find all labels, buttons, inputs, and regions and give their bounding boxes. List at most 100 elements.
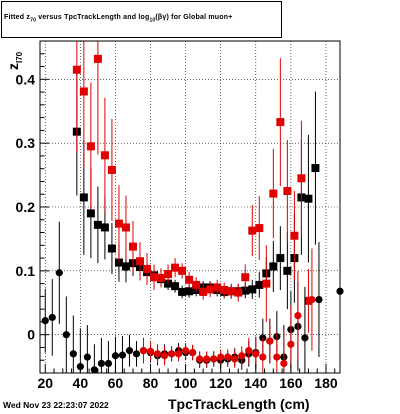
data-point-s2-12	[125, 347, 134, 355]
data-point-s0-26	[255, 280, 264, 289]
data-point-s3-7	[189, 348, 197, 357]
data-point-s1-24	[241, 273, 250, 282]
data-point-s3-9	[203, 355, 211, 363]
data-point-s0-2	[86, 209, 95, 218]
data-point-s2-9	[104, 359, 113, 368]
data-point-s3-0	[139, 347, 148, 355]
data-point-s1-3	[93, 54, 102, 63]
data-point-s3-20	[280, 359, 288, 368]
data-point-s0-5	[107, 244, 116, 253]
data-point-s1-25	[248, 226, 257, 235]
data-point-s3-17	[259, 353, 267, 361]
data-point-s2-13	[132, 350, 141, 358]
data-point-s3-4	[167, 350, 176, 358]
data-point-s1-26	[255, 224, 264, 233]
data-point-s1-2	[86, 142, 95, 151]
data-point-s3-15	[245, 347, 253, 355]
data-point-s2-0	[41, 317, 49, 325]
data-point-s3-3	[160, 352, 169, 360]
data-point-s3-21	[287, 340, 295, 348]
x-tick-label-5: 120	[209, 375, 233, 391]
data-point-s1-27	[262, 279, 271, 288]
data-point-s0-16	[185, 287, 194, 296]
data-point-s1-11	[150, 273, 159, 282]
data-point-s2-6	[83, 353, 91, 361]
data-point-s2-38	[315, 295, 323, 304]
data-point-s1-19	[206, 285, 215, 294]
data-point-s0-4	[100, 223, 109, 232]
data-point-s2-2	[55, 269, 63, 277]
data-point-s1-13	[164, 270, 173, 279]
data-point-s3-18	[266, 337, 274, 345]
data-point-s1-9	[136, 257, 144, 266]
data-point-s3-10	[210, 355, 218, 363]
data-point-s1-31	[290, 231, 299, 240]
data-point-s1-20	[213, 283, 222, 292]
data-point-s3-23	[308, 295, 316, 304]
data-point-s1-18	[199, 287, 208, 296]
data-point-s2-37	[301, 334, 309, 342]
data-point-s0-7	[121, 262, 130, 271]
data-point-s2-11	[118, 351, 127, 359]
data-point-s0-29	[276, 254, 285, 263]
y-tick-label-2: 0.2	[16, 199, 36, 215]
data-point-s1-17	[192, 280, 201, 289]
data-point-s0-24	[241, 286, 250, 295]
data-point-s3-22	[294, 311, 302, 320]
data-point-s1-1	[79, 87, 88, 96]
x-tick-label-2: 60	[108, 375, 124, 391]
data-point-s1-28	[269, 189, 278, 198]
data-point-s0-3	[93, 220, 102, 229]
data-point-s3-1	[146, 347, 155, 355]
data-point-s0-30	[283, 266, 292, 275]
data-point-s1-14	[171, 263, 180, 272]
data-point-s0-34	[311, 164, 320, 173]
data-point-s0-33	[304, 194, 313, 203]
chart-title: Fitted z70 versus TpcTrackLength and log…	[4, 14, 233, 24]
data-point-s3-6	[182, 347, 190, 355]
data-point-s2-10	[111, 352, 120, 360]
data-point-s0-28	[269, 262, 278, 271]
y-tick-label-3: 0.3	[16, 135, 36, 151]
data-point-s1-15	[178, 266, 187, 275]
data-point-s3-11	[217, 353, 225, 361]
data-point-s1-22	[227, 287, 236, 296]
data-point-s0-6	[114, 258, 123, 267]
data-point-s1-32	[297, 174, 306, 183]
data-point-s0-14	[171, 282, 180, 291]
data-point-s3-8	[196, 355, 204, 363]
data-point-s1-10	[143, 264, 152, 273]
data-point-s2-1	[48, 313, 56, 322]
chart-title-box: Fitted z70 versus TpcTrackLength and log…	[1, 1, 282, 38]
y-tick-label-4: 0.4	[16, 71, 36, 87]
data-point-s3-19	[273, 353, 281, 361]
x-tick-label-6: 140	[244, 375, 268, 391]
data-point-s1-16	[185, 275, 194, 284]
data-point-s3-5	[174, 350, 183, 358]
data-point-s1-6	[114, 219, 123, 228]
x-tick-label-0: 20	[37, 375, 53, 391]
data-point-s0-1	[79, 193, 88, 202]
data-point-s2-4	[69, 350, 77, 358]
data-point-s0-15	[178, 287, 187, 296]
data-point-s1-8	[128, 242, 137, 251]
x-tick-label-8: 180	[314, 375, 338, 391]
data-point-s1-12	[157, 273, 166, 282]
data-point-s1-23	[234, 288, 243, 297]
data-point-s1-29	[276, 118, 285, 127]
x-axis-label: TpcTrackLength (cm)	[168, 396, 310, 412]
x-tick-label-4: 100	[174, 375, 198, 391]
timestamp: Wed Nov 23 22:23:07 2022	[3, 400, 109, 410]
data-point-s1-0	[72, 65, 81, 74]
y-tick-label-0: 0	[27, 327, 35, 343]
data-point-s0-25	[248, 285, 257, 294]
data-point-s3-2	[153, 350, 162, 358]
data-point-s3-16	[252, 350, 260, 358]
data-point-s3-13	[231, 355, 239, 363]
x-tick-label-3: 80	[143, 375, 159, 391]
data-point-s2-8	[97, 359, 106, 368]
data-point-s2-7	[90, 366, 98, 374]
y-axis-label: zI70	[5, 51, 24, 70]
data-point-s1-7	[121, 223, 130, 232]
